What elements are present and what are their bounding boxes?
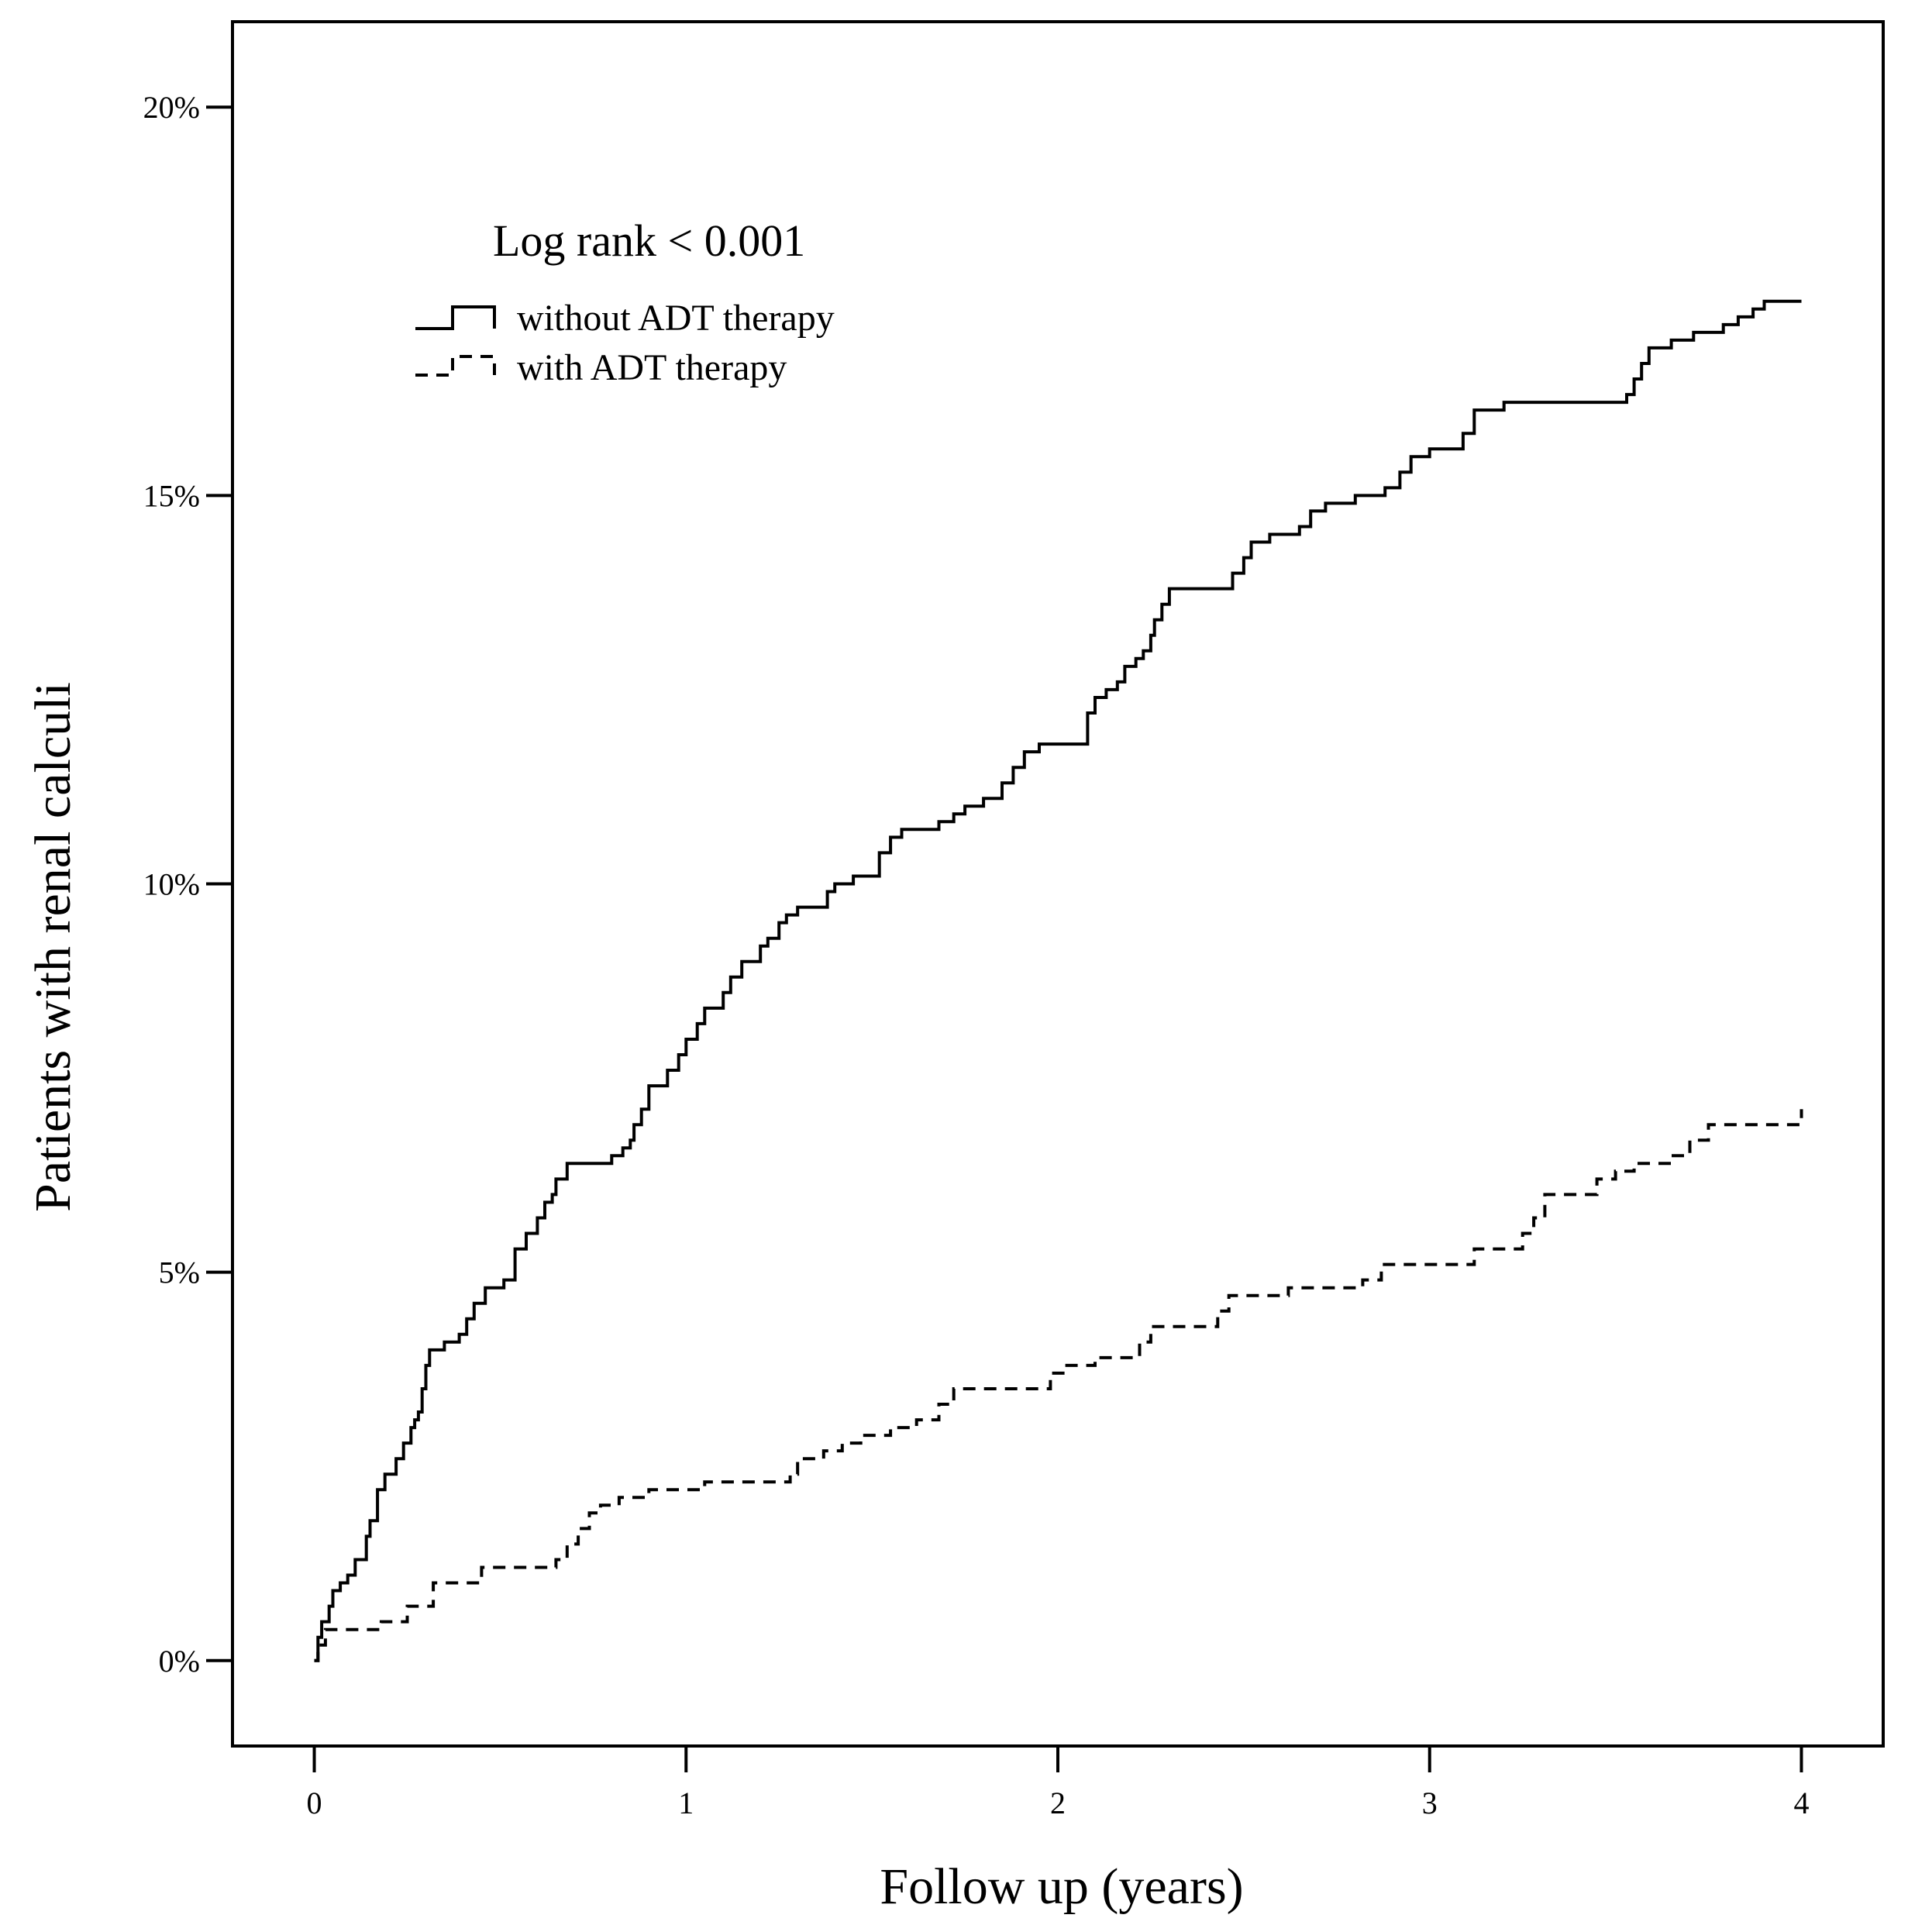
- x-axis-title: Follow up (years): [880, 1858, 1243, 1915]
- x-tick-label: 2: [1050, 1786, 1066, 1820]
- legend-label-with-adt: with ADT therapy: [517, 347, 787, 388]
- y-tick-label: 0%: [159, 1644, 200, 1679]
- y-tick-label: 5%: [159, 1255, 200, 1290]
- series-line-without-adt: [314, 299, 1802, 1662]
- y-tick-label: 10%: [143, 867, 200, 902]
- legend-swatch-without-adt: [415, 305, 496, 330]
- y-tick-label: 20%: [143, 90, 200, 125]
- legend: Log rank < 0.001 without ADT therapy wit…: [415, 215, 835, 388]
- legend-swatch-with-adt: [415, 355, 496, 377]
- series-line-with-adt: [314, 1109, 1803, 1662]
- plot-frame: [231, 20, 1885, 1748]
- y-axis-title: Patients with renal calculi: [25, 682, 81, 1212]
- y-tick-label: 15%: [143, 478, 200, 513]
- legend-label-without-adt: without ADT therapy: [517, 298, 835, 339]
- legend-title: Log rank < 0.001: [493, 215, 805, 266]
- series-lines: [314, 299, 1803, 1662]
- x-tick-label: 1: [678, 1786, 694, 1820]
- x-axis: 0 1 2 3 4: [307, 1746, 1809, 1820]
- x-tick-label: 0: [307, 1786, 322, 1820]
- x-tick-label: 4: [1793, 1786, 1809, 1820]
- x-tick-label: 3: [1422, 1786, 1438, 1820]
- y-axis: 0% 5% 10% 15% 20%: [143, 90, 232, 1679]
